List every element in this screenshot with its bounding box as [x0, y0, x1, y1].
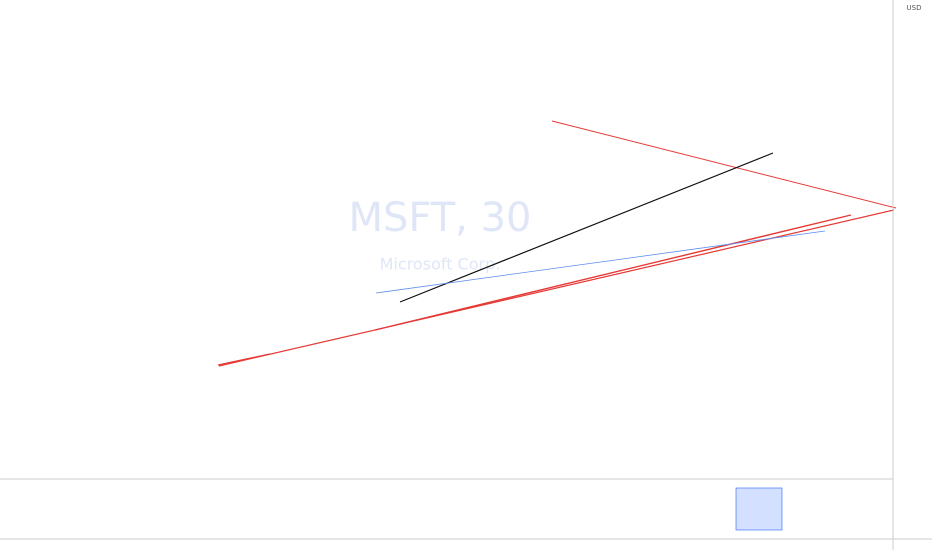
trendline	[217, 353, 271, 366]
watermark-sub: Microsoft Corp.	[380, 255, 501, 274]
selection-box	[735, 487, 783, 531]
trendline	[399, 152, 774, 303]
trendline	[374, 214, 852, 331]
trendline	[375, 230, 826, 294]
watermark: MSFT, 30	[349, 195, 532, 241]
currency: USD	[907, 4, 922, 12]
trendline	[218, 209, 895, 367]
trendline	[551, 120, 897, 209]
